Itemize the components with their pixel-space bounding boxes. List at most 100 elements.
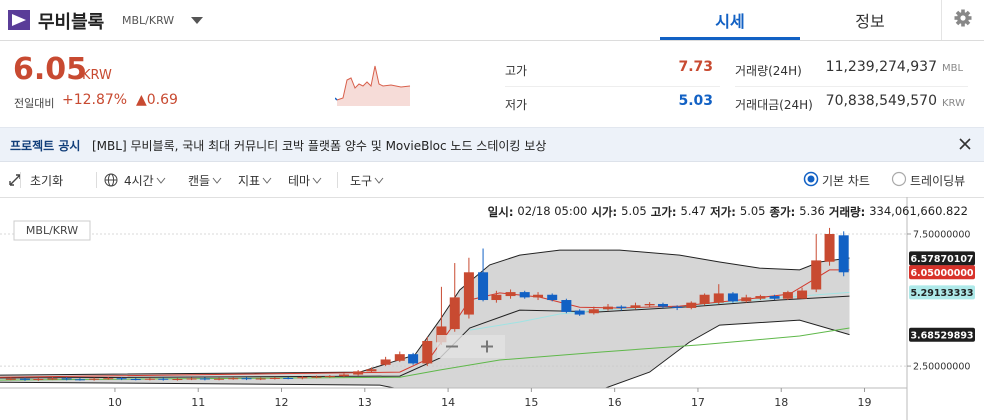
x-tick-label: 15 [524,396,538,409]
stat-value: 70,838,549,570 [825,93,937,109]
candle-body [228,378,239,380]
price-marker [909,285,975,300]
candle-body [408,354,419,364]
y-tick-label: 7.50000000 [913,229,970,240]
x-tick-label: 16 [608,396,622,409]
candle-body [353,371,364,375]
toolbar-separator [20,172,21,188]
stat-label: 거래량(24H) [735,64,802,78]
candle-body [505,292,516,297]
candle-body [797,290,808,299]
candle-body [5,378,16,380]
toolbar-item[interactable]: 테마 [288,174,311,188]
candle-body [214,378,225,380]
toolbar-item[interactable]: 도구 [350,174,373,188]
candle-body [547,294,558,301]
stat-value: 7.73 [678,59,713,75]
settings-icon[interactable] [954,9,972,27]
dropdown-caret[interactable] [190,15,204,25]
zoom-in[interactable] [481,340,493,353]
indicator-line [0,295,850,379]
coin-pair: MBL/KRW [122,14,175,27]
price-unit: KRW [82,68,112,83]
close-icon[interactable] [958,137,972,151]
stat-unit: KRW [942,98,965,109]
bollinger-band [0,250,850,388]
globe-icon [104,173,118,187]
stat-label: 고가 [505,64,528,78]
toolbar-item[interactable]: 초기화 [30,174,64,188]
caret [312,177,322,184]
candle-body [186,378,197,380]
candle-body [561,300,572,312]
radio-dot [807,175,815,183]
candle-body [158,378,169,380]
candle-body [824,233,835,262]
chart: MBL/KRW 7.50000000 2.50000000 10 11 12 13 14 15… [0,197,975,420]
expand-icon[interactable] [8,173,22,187]
candle-body [727,293,738,302]
dropdown-caret [156,177,166,184]
candle-body [519,292,530,298]
toolbar-item[interactable]: 지표 [238,174,261,188]
sparkline [335,65,411,106]
candle-body [478,272,489,301]
info-value: 02/18 05:00 [517,204,588,218]
candle-body [436,326,447,343]
toolbar-item[interactable]: 캔들 [188,174,211,188]
stat-label: 거래대금(24H) [735,98,813,112]
candle-body [103,378,114,380]
info-value: 5.36 [799,204,825,218]
stat-label: 저가 [505,98,528,112]
info-label: 고가: [650,205,677,219]
candle-body [255,378,266,380]
candle-body [241,378,252,380]
toolbar-item[interactable]: 4시간 [124,174,154,188]
candle-body [602,306,613,310]
candle-body [533,294,544,298]
x-tick-label: 17 [691,396,705,409]
price-marker-label: 3.68529893 [910,330,973,341]
info-label: 저가: [710,205,736,219]
candle-body [588,309,599,314]
change-label: 전일대비 [14,97,55,110]
candle-body [74,379,85,381]
candle-body [782,292,793,299]
toolbar-separator [337,172,338,188]
candle-body [574,310,585,315]
candle-body [297,377,308,379]
candle-body [338,374,349,377]
info-value: 5.47 [680,204,707,218]
info-value: 334,061,660.822 [869,204,968,218]
notice-text[interactable]: [MBL] 무비블록, 국내 최대 커뮤니티 코박 플랫폼 양수 및 Movie… [92,139,547,153]
pair-label-box [13,220,91,241]
info-value: 5.05 [621,204,647,218]
candle-body [61,378,72,380]
tab[interactable]: 정보 [855,12,885,31]
candle-body [644,303,655,306]
toolbar [0,161,984,198]
x-tick-label: 14 [441,396,455,409]
indicator-line [0,327,850,381]
tab[interactable]: 시세 [715,12,745,31]
mode-label[interactable]: 기본 차트 [822,174,870,188]
candle-body [686,302,697,308]
radio[interactable] [891,171,907,187]
x-tick-label: 12 [275,396,289,409]
radio[interactable] [803,171,819,187]
candle-body [449,297,460,330]
stat-value: 11,239,274,937 [825,59,937,75]
candle-body [144,378,155,380]
dropdown-caret [262,177,272,184]
info-label: 종가: [769,205,796,219]
stat-value: 5.03 [678,93,713,109]
band-lower [0,319,850,388]
candle-body [463,272,474,315]
caret [212,177,222,184]
candle-body [838,235,849,273]
notice-bar [0,127,984,162]
price-marker [909,251,975,266]
toolbar-separator [96,172,97,188]
mode-label[interactable]: 트레이딩뷰 [910,174,966,188]
